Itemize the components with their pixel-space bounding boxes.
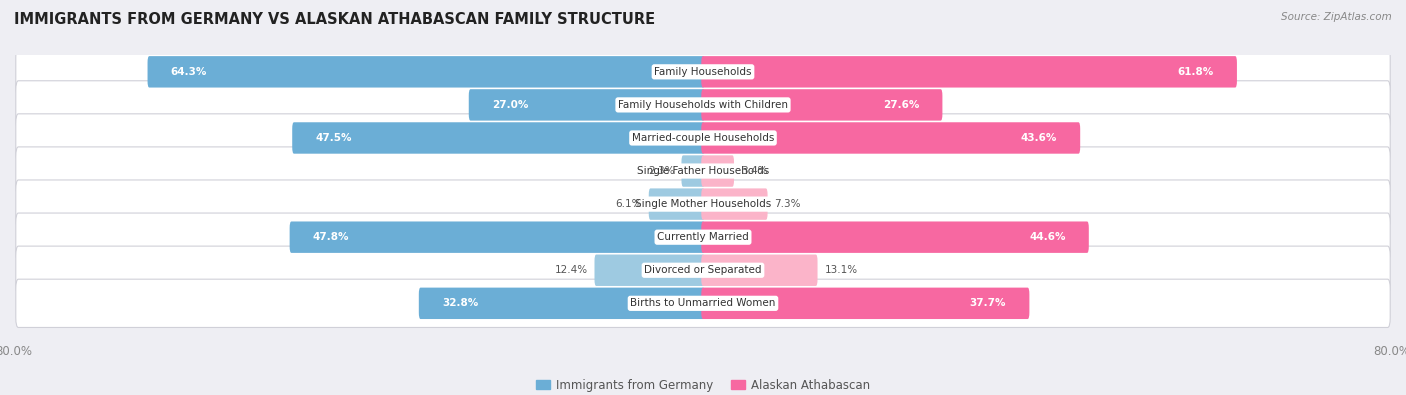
Text: 13.1%: 13.1% [824,265,858,275]
FancyBboxPatch shape [468,89,704,120]
FancyBboxPatch shape [15,81,1391,129]
FancyBboxPatch shape [15,114,1391,162]
FancyBboxPatch shape [15,279,1391,327]
Text: 12.4%: 12.4% [554,265,588,275]
FancyBboxPatch shape [702,288,1029,319]
Text: IMMIGRANTS FROM GERMANY VS ALASKAN ATHABASCAN FAMILY STRUCTURE: IMMIGRANTS FROM GERMANY VS ALASKAN ATHAB… [14,12,655,27]
Text: Source: ZipAtlas.com: Source: ZipAtlas.com [1281,12,1392,22]
FancyBboxPatch shape [702,122,1080,154]
Text: 44.6%: 44.6% [1029,232,1066,242]
Text: 3.4%: 3.4% [741,166,768,176]
Text: Divorced or Separated: Divorced or Separated [644,265,762,275]
FancyBboxPatch shape [702,188,768,220]
Text: Births to Unmarried Women: Births to Unmarried Women [630,298,776,308]
Text: 43.6%: 43.6% [1021,133,1057,143]
FancyBboxPatch shape [648,188,704,220]
Text: 61.8%: 61.8% [1177,67,1213,77]
Legend: Immigrants from Germany, Alaskan Athabascan: Immigrants from Germany, Alaskan Athabas… [531,374,875,395]
FancyBboxPatch shape [15,246,1391,294]
FancyBboxPatch shape [702,89,942,120]
FancyBboxPatch shape [702,254,817,286]
FancyBboxPatch shape [595,254,704,286]
FancyBboxPatch shape [15,213,1391,261]
Text: Family Households with Children: Family Households with Children [619,100,787,110]
Text: 47.8%: 47.8% [314,232,349,242]
FancyBboxPatch shape [15,147,1391,195]
Text: 2.3%: 2.3% [648,166,675,176]
Text: 7.3%: 7.3% [775,199,801,209]
FancyBboxPatch shape [702,56,1237,88]
FancyBboxPatch shape [702,222,1088,253]
Text: 6.1%: 6.1% [616,199,643,209]
Text: 32.8%: 32.8% [441,298,478,308]
Text: Single Mother Households: Single Mother Households [636,199,770,209]
Text: 47.5%: 47.5% [315,133,352,143]
Text: 27.6%: 27.6% [883,100,920,110]
Text: Married-couple Households: Married-couple Households [631,133,775,143]
Text: 37.7%: 37.7% [970,298,1007,308]
FancyBboxPatch shape [702,155,734,187]
Text: Single Father Households: Single Father Households [637,166,769,176]
FancyBboxPatch shape [148,56,704,88]
FancyBboxPatch shape [290,222,704,253]
Text: 27.0%: 27.0% [492,100,529,110]
FancyBboxPatch shape [15,180,1391,228]
FancyBboxPatch shape [292,122,704,154]
Text: 64.3%: 64.3% [170,67,207,77]
FancyBboxPatch shape [15,48,1391,96]
Text: Family Households: Family Households [654,67,752,77]
FancyBboxPatch shape [419,288,704,319]
FancyBboxPatch shape [682,155,704,187]
Text: Currently Married: Currently Married [657,232,749,242]
